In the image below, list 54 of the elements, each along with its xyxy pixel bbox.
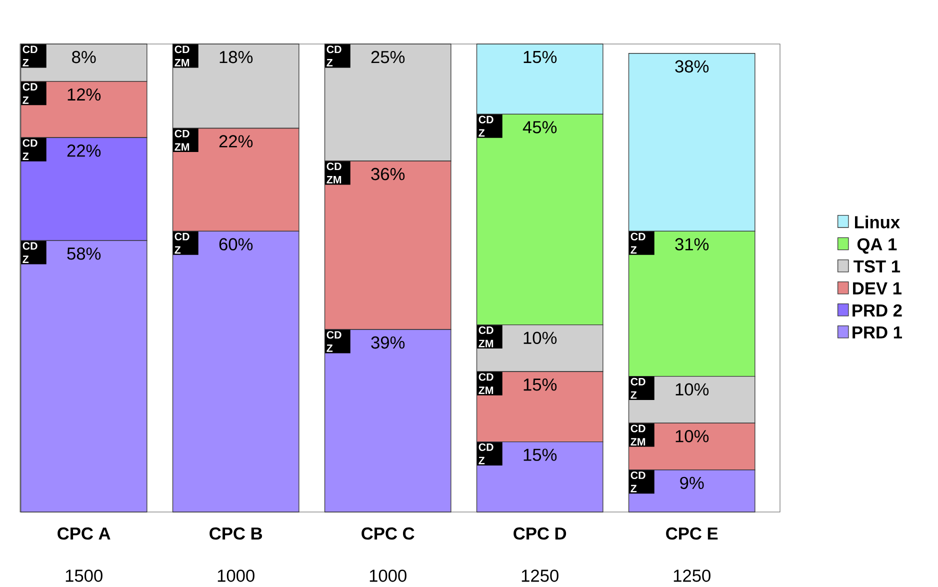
text: 1250	[522, 570, 558, 582]
text: 1500	[66, 570, 102, 582]
x-tick-label: CPC A	[58, 527, 110, 540]
data-label: 10%	[676, 383, 709, 396]
annotation: CD ZM	[326, 162, 342, 184]
data-label: 9%	[680, 476, 704, 490]
annotation: CD Z	[22, 139, 38, 160]
data-label: 8%	[72, 50, 96, 64]
legend-label: PRD 2	[852, 304, 902, 316]
annotation: CD Z	[478, 116, 494, 137]
data-label: 12%	[68, 88, 101, 101]
annotation: CD Z	[22, 242, 38, 263]
data-label: 18%	[220, 50, 253, 64]
x-tick-label: CPC E	[666, 527, 718, 540]
annotation: CD ZM	[174, 46, 190, 66]
data-label: 25%	[371, 50, 405, 64]
legend-label: QA 1	[857, 238, 897, 254]
annotation: CD ZM	[174, 130, 190, 151]
data-label: 15%	[524, 50, 557, 64]
annotation: CD Z	[326, 46, 342, 66]
data-label: 38%	[675, 60, 709, 73]
data-label: 39%	[371, 336, 405, 349]
data-label: 10%	[676, 430, 709, 442]
annotation: CD Z	[630, 378, 646, 399]
annotation: CD ZM	[630, 424, 646, 446]
data-label: 31%	[675, 238, 709, 250]
annotation: CD Z	[22, 46, 38, 66]
annotation: CD Z	[630, 232, 646, 254]
data-label: 15%	[524, 378, 557, 391]
data-label: 15%	[524, 448, 557, 461]
data-label: 36%	[371, 168, 405, 180]
annotation: CD Z	[478, 443, 494, 464]
legend-label: DEV 1	[853, 282, 902, 294]
data-label: 45%	[522, 121, 557, 134]
annotation: CD Z	[22, 83, 38, 104]
data-label: 10%	[524, 332, 557, 344]
annotation: CD Z	[630, 471, 646, 492]
annotation: CD Z	[174, 232, 190, 254]
text: 1250	[674, 570, 710, 582]
data-label: 60%	[219, 238, 253, 250]
annotation: CD ZM	[478, 373, 494, 394]
text: 1000	[218, 570, 254, 582]
data-label: 58%	[67, 247, 101, 260]
legend-label: TST 1	[854, 260, 900, 273]
annotation: CD ZM	[478, 326, 494, 348]
text: 1000	[370, 570, 406, 582]
x-tick-label: CPC B	[210, 527, 262, 540]
annotation: CD Z	[326, 331, 342, 352]
data-label: 22%	[219, 135, 253, 148]
x-tick-label: CPC C	[362, 527, 414, 540]
data-label: 22%	[67, 144, 101, 157]
legend-label: PRD 1	[852, 326, 902, 338]
legend-label: Linux	[855, 216, 900, 228]
x-tick-label: CPC D	[514, 527, 566, 540]
